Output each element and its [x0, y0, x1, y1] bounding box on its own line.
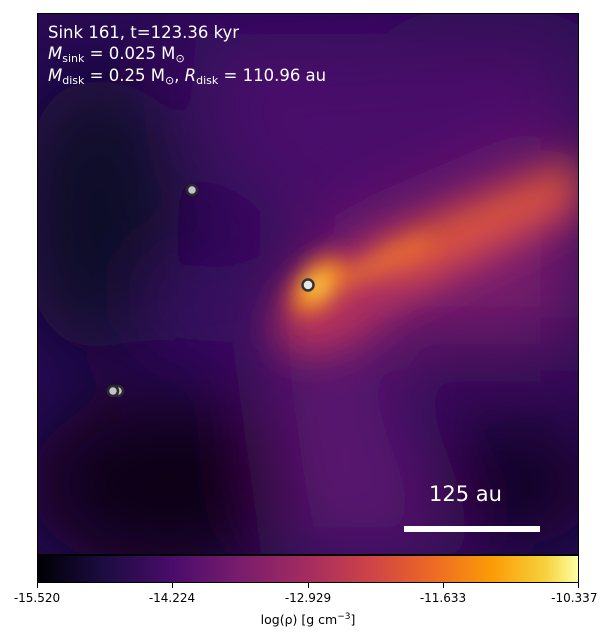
scale-bar	[404, 526, 540, 532]
density-field	[38, 14, 578, 554]
colorbar-tick	[578, 583, 579, 588]
disk-properties-text: Mdisk = 0.25 M⊙, Rdisk = 110.96 au	[48, 66, 327, 87]
central-sink	[301, 278, 315, 292]
colorbar-tick	[172, 583, 173, 588]
colorbar-tick-label: -14.224	[148, 591, 196, 605]
title-text: Sink 161, t=123.36 kyr	[48, 23, 240, 42]
colorbar-tick-label: -15.520	[13, 591, 61, 605]
colorbar-tick-label: -12.929	[284, 591, 332, 605]
colorbar-tick	[443, 583, 444, 588]
colorbar-label: log(ρ) [g cm−3]	[260, 612, 356, 628]
upper-sink	[185, 183, 199, 197]
colorbar-tick-label: -10.337	[551, 591, 598, 605]
density-map: Sink 161, t=123.36 kyr Msink = 0.025 M⊙ …	[37, 13, 579, 555]
sink-mass-text: Msink = 0.025 M⊙	[48, 44, 185, 65]
scale-bar-label: 125 au	[429, 482, 502, 506]
colorbar	[37, 555, 579, 583]
colorbar-tick	[37, 583, 38, 588]
lower-left-sink-a	[106, 384, 120, 398]
colorbar-tick	[308, 583, 309, 588]
colorbar-tick-label: -11.633	[419, 591, 467, 605]
